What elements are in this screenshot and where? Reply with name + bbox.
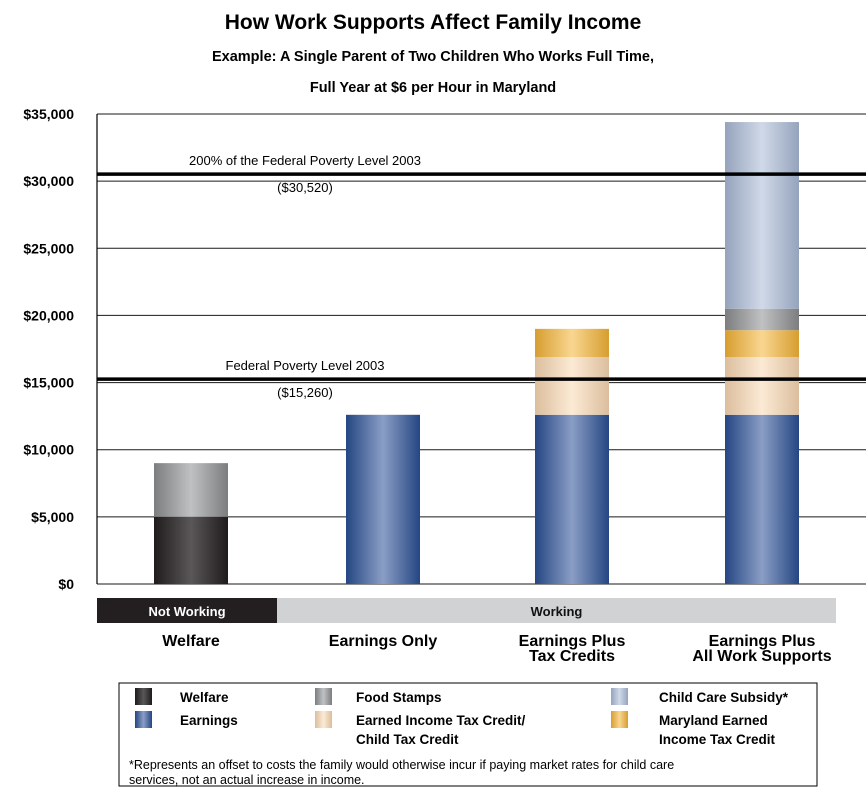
legend-footnote: *Represents an offset to costs the famil… — [129, 758, 674, 772]
legend-swatch-child-care-subsidy — [611, 688, 628, 705]
legend-label-earned-income-tax-credit-child-tax-credit: Child Tax Credit — [356, 732, 459, 747]
bar-earnings-only-earnings — [346, 414, 420, 584]
bar-earnings-plus-all-work-supports-food-stamps — [725, 308, 799, 331]
y-tick-label: $25,000 — [23, 240, 74, 256]
reference-value-label-1: ($15,260) — [277, 385, 333, 400]
legend-footnote: services, not an actual increase in inco… — [129, 773, 365, 787]
bar-welfare-welfare — [154, 516, 228, 584]
y-tick-label: $10,000 — [23, 442, 74, 458]
legend-label-welfare: Welfare — [180, 690, 229, 705]
legend-label-child-care-subsidy: Child Care Subsidy* — [659, 690, 789, 705]
legend-label-maryland-earned-income-tax-credit: Maryland Earned — [659, 713, 768, 728]
legend-swatch-maryland-earned-income-tax-credit — [611, 711, 628, 728]
category-label-earnings-plus-tax-credits: Tax Credits — [529, 648, 615, 665]
legend-label-food-stamps: Food Stamps — [356, 690, 442, 705]
category-label-earnings-plus-all-work-supports: Earnings Plus — [709, 633, 816, 650]
category-label-earnings-plus-all-work-supports: All Work Supports — [692, 648, 831, 665]
y-tick-label: $0 — [58, 576, 74, 592]
legend-box — [118, 682, 818, 787]
category-label-welfare: Welfare — [162, 633, 220, 650]
legend-label-maryland-earned-income-tax-credit: Income Tax Credit — [659, 732, 776, 747]
legend-swatch-earned-income-tax-credit-child-tax-credit — [315, 711, 332, 728]
y-tick-label: $5,000 — [31, 509, 74, 525]
y-tick-label: $30,000 — [23, 173, 74, 189]
legend-label-earned-income-tax-credit-child-tax-credit: Earned Income Tax Credit/ — [356, 713, 526, 728]
category-label-earnings-plus-tax-credits: Earnings Plus — [519, 633, 626, 650]
bar-earnings-plus-all-work-supports-earned-income-tax-credit-child-tax-credit — [725, 357, 799, 415]
bar-earnings-plus-all-work-supports-child-care-subsidy — [725, 122, 799, 309]
legend-swatch-welfare — [135, 688, 152, 705]
bar-earnings-plus-tax-credits-earnings — [535, 414, 609, 584]
reference-label-1: Federal Poverty Level 2003 — [226, 358, 385, 373]
group-band-not-working — [97, 598, 277, 623]
legend-swatch-earnings — [135, 711, 152, 728]
chart-subtitle-line-2: Full Year at $6 per Hour in Maryland — [310, 80, 556, 96]
bar-welfare-food-stamps — [154, 463, 228, 517]
bar-earnings-plus-all-work-supports-earnings — [725, 414, 799, 584]
reference-label-0: 200% of the Federal Poverty Level 2003 — [189, 153, 421, 168]
y-tick-label: $15,000 — [23, 375, 74, 391]
group-band-label-working: Working — [531, 604, 583, 619]
bar-earnings-plus-all-work-supports-maryland-earned-income-tax-credit — [725, 330, 799, 358]
reference-value-label-0: ($30,520) — [277, 180, 333, 195]
bar-earnings-plus-tax-credits-earned-income-tax-credit-child-tax-credit — [535, 357, 609, 415]
legend-label-earnings: Earnings — [180, 713, 238, 728]
category-label-earnings-only: Earnings Only — [329, 633, 438, 650]
bar-earnings-plus-tax-credits-maryland-earned-income-tax-credit — [535, 328, 609, 358]
group-band-label-not-working: Not Working — [148, 604, 225, 619]
y-tick-label: $35,000 — [23, 106, 74, 122]
chart-title: How Work Supports Affect Family Income — [225, 11, 642, 34]
legend-swatch-food-stamps — [315, 688, 332, 705]
group-band-working — [277, 598, 836, 623]
chart-subtitle-line-1: Example: A Single Parent of Two Children… — [212, 49, 654, 65]
y-tick-label: $20,000 — [23, 307, 74, 323]
